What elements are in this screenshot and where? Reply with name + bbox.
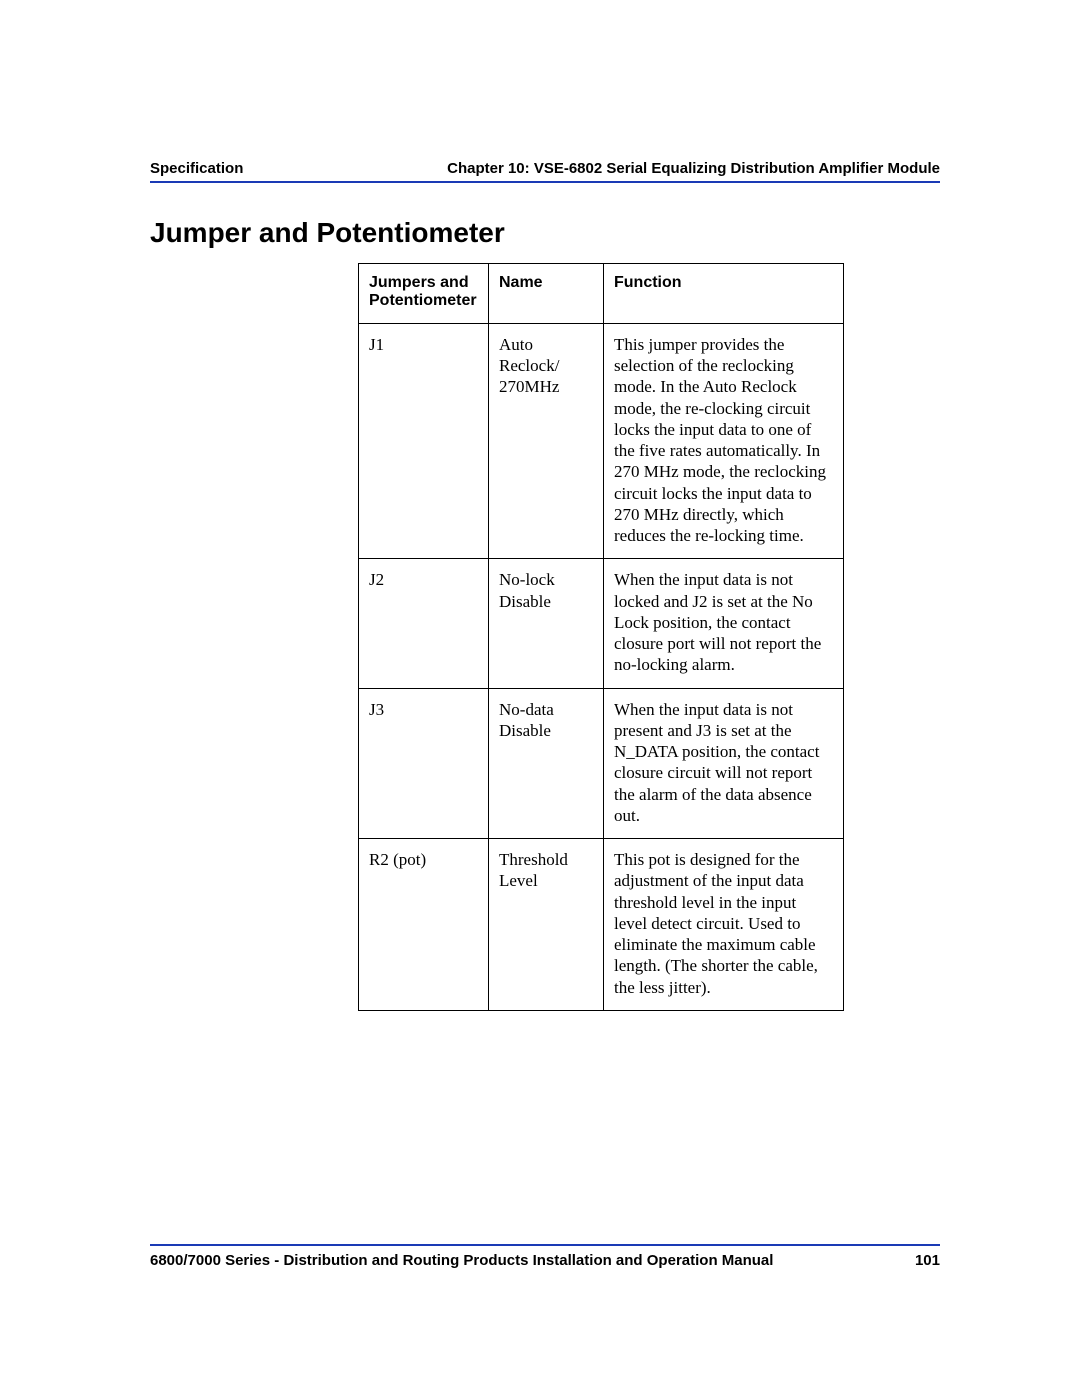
section-title: Jumper and Potentiometer <box>150 217 940 249</box>
running-header: Specification Chapter 10: VSE-6802 Seria… <box>150 160 940 181</box>
table-container: Jumpers and Potentiometer Name Function … <box>358 263 940 1011</box>
cell-function: This pot is designed for the adjustment … <box>604 839 844 1011</box>
table-row: R2 (pot) Threshold Level This pot is des… <box>359 839 844 1011</box>
cell-id: J2 <box>359 559 489 688</box>
header-rule <box>150 181 940 183</box>
page: Specification Chapter 10: VSE-6802 Seria… <box>0 0 1080 1397</box>
header-left: Specification <box>150 160 243 177</box>
page-number: 101 <box>915 1252 940 1269</box>
table-row: J2 No-lock Disable When the input data i… <box>359 559 844 688</box>
table-row: J3 No-data Disable When the input data i… <box>359 688 844 839</box>
cell-id: J3 <box>359 688 489 839</box>
cell-function: When the input data is not locked and J2… <box>604 559 844 688</box>
running-footer: 6800/7000 Series - Distribution and Rout… <box>150 1244 940 1269</box>
footer-left: 6800/7000 Series - Distribution and Rout… <box>150 1252 773 1269</box>
col-header-function: Function <box>604 264 844 324</box>
cell-id: J1 <box>359 323 489 559</box>
cell-function: This jumper provides the selection of th… <box>604 323 844 559</box>
header-right: Chapter 10: VSE-6802 Serial Equalizing D… <box>447 160 940 177</box>
cell-name: Threshold Level <box>489 839 604 1011</box>
table-header-row: Jumpers and Potentiometer Name Function <box>359 264 844 324</box>
cell-id: R2 (pot) <box>359 839 489 1011</box>
cell-name: No-lock Disable <box>489 559 604 688</box>
cell-name: Auto Reclock/ 270MHz <box>489 323 604 559</box>
cell-name: No-data Disable <box>489 688 604 839</box>
cell-function: When the input data is not present and J… <box>604 688 844 839</box>
col-header-jumpers: Jumpers and Potentiometer <box>359 264 489 324</box>
col-header-name: Name <box>489 264 604 324</box>
jumper-table: Jumpers and Potentiometer Name Function … <box>358 263 844 1011</box>
footer-rule <box>150 1244 940 1246</box>
table-row: J1 Auto Reclock/ 270MHz This jumper prov… <box>359 323 844 559</box>
